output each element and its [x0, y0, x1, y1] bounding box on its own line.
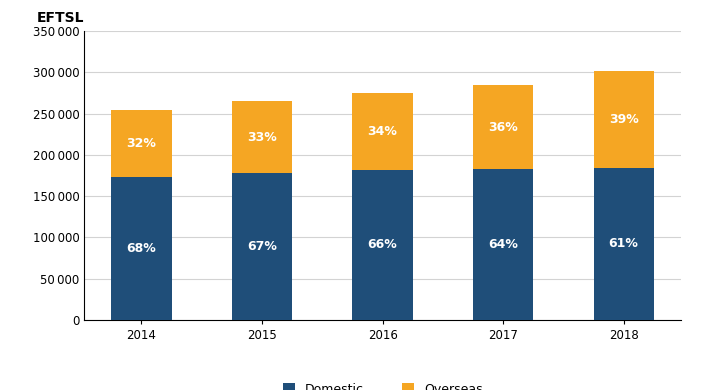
Text: 34%: 34%	[368, 125, 397, 138]
Text: 68%: 68%	[126, 242, 157, 255]
Text: 32%: 32%	[126, 136, 157, 150]
Text: 66%: 66%	[368, 238, 397, 252]
Bar	[352, 170, 413, 320]
Bar	[112, 177, 171, 320]
Bar	[232, 174, 292, 320]
Bar	[232, 101, 292, 174]
Text: 64%: 64%	[488, 238, 518, 251]
Bar	[594, 168, 654, 320]
Text: 36%: 36%	[489, 121, 518, 134]
Text: 61%: 61%	[609, 238, 639, 250]
Bar	[473, 85, 534, 169]
Text: 33%: 33%	[247, 131, 277, 144]
Text: EFTSL: EFTSL	[37, 11, 84, 25]
Bar	[112, 110, 171, 177]
Legend: Domestic, Overseas: Domestic, Overseas	[277, 378, 488, 390]
Text: 39%: 39%	[609, 113, 639, 126]
Bar	[594, 71, 654, 168]
Bar	[352, 93, 413, 170]
Text: 67%: 67%	[247, 240, 277, 253]
Bar	[473, 169, 534, 320]
